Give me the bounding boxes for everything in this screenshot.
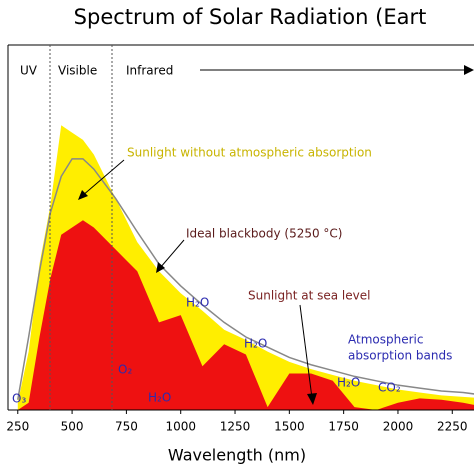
region-label: Infrared xyxy=(126,64,173,78)
x-tick-label: 1000 xyxy=(165,420,196,434)
arrow-head xyxy=(464,65,474,75)
molecule-label: O₃ xyxy=(12,392,26,406)
arrow xyxy=(159,239,185,269)
region-label: Visible xyxy=(58,64,97,78)
x-tick-label: 2250 xyxy=(437,420,468,434)
annotation: Atmospheric xyxy=(348,333,423,347)
x-axis-label: Wavelength (nm) xyxy=(168,446,306,465)
arrow xyxy=(81,159,125,197)
x-tick-label: 1250 xyxy=(220,420,251,434)
x-tick-label: 1750 xyxy=(328,420,359,434)
annotation: absorption bands xyxy=(348,349,452,363)
molecule-label: H₂O xyxy=(244,337,267,351)
legend-label: Sunlight at sea level xyxy=(248,289,370,303)
molecule-label: H₂O xyxy=(337,376,360,390)
line xyxy=(17,158,474,400)
x-tick-label: 750 xyxy=(115,420,138,434)
arrow-head xyxy=(307,393,317,405)
chart-title: Spectrum of Solar Radiation (Eart xyxy=(74,5,427,29)
arrow-head xyxy=(156,262,165,273)
molecule-label: O₂ xyxy=(118,363,132,377)
legend-label: Ideal blackbody (5250 °C) xyxy=(186,227,342,241)
molecule-label: CO₂ xyxy=(378,381,401,395)
x-tick-label: 1500 xyxy=(274,420,305,434)
molecule-label: H₂O xyxy=(186,296,209,310)
x-tick-label: 2000 xyxy=(383,420,414,434)
region-label: UV xyxy=(20,64,38,78)
x-tick-label: 250 xyxy=(6,420,29,434)
arrow xyxy=(299,304,313,399)
area xyxy=(17,220,474,410)
legend-label: Sunlight without atmospheric absorption xyxy=(127,146,372,160)
molecule-label: H₂O xyxy=(148,391,171,405)
plot-area xyxy=(17,125,474,410)
arrow-head xyxy=(78,190,88,200)
x-tick-label: 500 xyxy=(61,420,84,434)
